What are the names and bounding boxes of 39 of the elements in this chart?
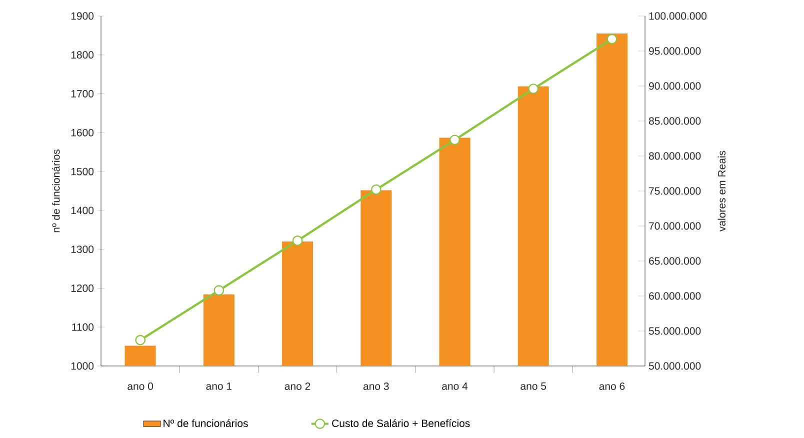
y-tick-label: 1800 bbox=[71, 51, 94, 59]
point bbox=[370, 184, 382, 195]
y2-tick-label: 85.000.000 bbox=[648, 117, 701, 125]
y-axis-title: nº de funcionários bbox=[52, 150, 60, 232]
x-tick-label: ano 3 bbox=[363, 382, 389, 390]
y-tick-label: 1600 bbox=[71, 128, 94, 136]
y2-tick-label: 90.000.000 bbox=[649, 82, 701, 90]
y-tick-label: 1300 bbox=[71, 246, 94, 254]
y2-tick-label: 60.000.000 bbox=[649, 292, 701, 300]
y-tick-label: 1100 bbox=[72, 323, 94, 331]
y2-tick-label: 75.000.000 bbox=[649, 187, 701, 195]
x-tick-label: ano 0 bbox=[128, 382, 154, 390]
point bbox=[214, 285, 224, 296]
point bbox=[606, 34, 618, 44]
y2-tick-label: 80.000.000 bbox=[648, 152, 701, 160]
x-tick-label: ano 1 bbox=[206, 382, 232, 390]
x-tick-label: ano 2 bbox=[284, 382, 310, 390]
y2-tick-label: 65.000.000 bbox=[649, 257, 701, 265]
point bbox=[450, 134, 460, 146]
legend-label: Nº de funcionários bbox=[164, 419, 248, 428]
y-tick-label: 1200 bbox=[71, 284, 94, 292]
point bbox=[292, 235, 303, 246]
y2-tick-label: 55.000.000 bbox=[648, 327, 701, 335]
y-tick-label: 1000 bbox=[71, 362, 94, 370]
y-tick-label: 1400 bbox=[71, 206, 94, 214]
y-tick-label: 1500 bbox=[71, 168, 94, 176]
x-tick-label: ano 5 bbox=[520, 382, 546, 390]
y-tick-label: 1700 bbox=[71, 90, 94, 98]
y2-tick-label: 70.000.000 bbox=[649, 222, 701, 230]
point bbox=[135, 334, 146, 346]
y2-axis-title: valores em Reais bbox=[718, 150, 726, 232]
y2-tick-label: 100.000.000 bbox=[649, 12, 707, 20]
y-tick-label: 1900 bbox=[71, 12, 94, 20]
x-tick-label: ano 6 bbox=[599, 382, 625, 390]
point bbox=[528, 84, 539, 94]
legend-label: Custo de Salário + Benefícios bbox=[332, 419, 470, 428]
x-tick-label: ano 4 bbox=[442, 382, 468, 390]
y2-tick-label: 95.000.000 bbox=[649, 47, 701, 55]
y2-tick-label: 50.000.000 bbox=[648, 362, 701, 370]
